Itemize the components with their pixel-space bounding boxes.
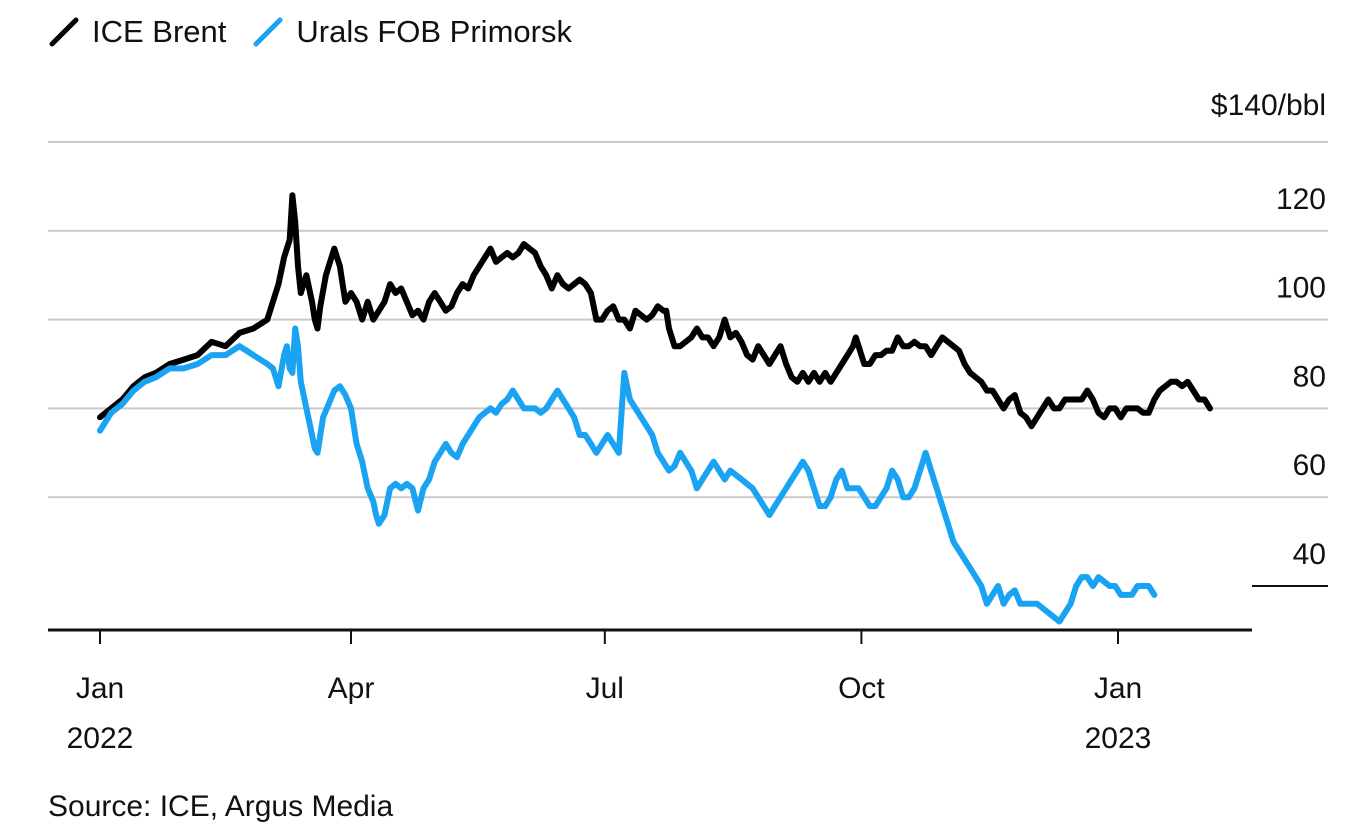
x-tick-label-3: Oct xyxy=(838,672,885,705)
y-tick-label-120: 120 xyxy=(1276,183,1326,216)
y-tick-label-40: 40 xyxy=(1293,538,1326,571)
x-tick-label-4: Jan xyxy=(1094,672,1142,705)
x-axis-ticks: Jan 2022 Apr Jul Oct Jan 2023 xyxy=(67,630,1152,755)
legend-label-urals: Urals FOB Primorsk xyxy=(296,14,572,49)
series-line-urals xyxy=(97,325,1158,625)
legend-label-ice-brent: ICE Brent xyxy=(92,14,227,49)
x-tick-label-2: Jul xyxy=(586,672,624,705)
legend-swatch-ice-brent-icon xyxy=(49,17,79,47)
grid-lines xyxy=(48,141,1328,499)
legend-item-urals: Urals FOB Primorsk xyxy=(252,14,572,50)
x-tick-year-0: 2022 xyxy=(67,722,134,755)
series-lines xyxy=(97,192,1213,625)
series-line-ice-brent xyxy=(97,192,1213,430)
y-tick-label-60: 60 xyxy=(1293,449,1326,482)
legend-item-ice-brent: ICE Brent xyxy=(48,14,226,50)
source-note: Source: ICE, Argus Media xyxy=(48,790,394,823)
y-tick-label-100: 100 xyxy=(1276,272,1326,305)
legend: ICE Brent Urals FOB Primorsk xyxy=(48,14,572,50)
legend-swatch-urals-icon xyxy=(253,17,283,47)
x-tick-year-4: 2023 xyxy=(1085,722,1152,755)
y-tick-label-140: $140/bbl xyxy=(1211,89,1326,122)
y-axis-tick-labels: $140/bbl 120 100 80 60 40 xyxy=(1211,89,1326,571)
x-tick-label-0: Jan xyxy=(76,672,124,705)
y-tick-label-80: 80 xyxy=(1293,360,1326,393)
x-tick-label-1: Apr xyxy=(328,672,375,705)
